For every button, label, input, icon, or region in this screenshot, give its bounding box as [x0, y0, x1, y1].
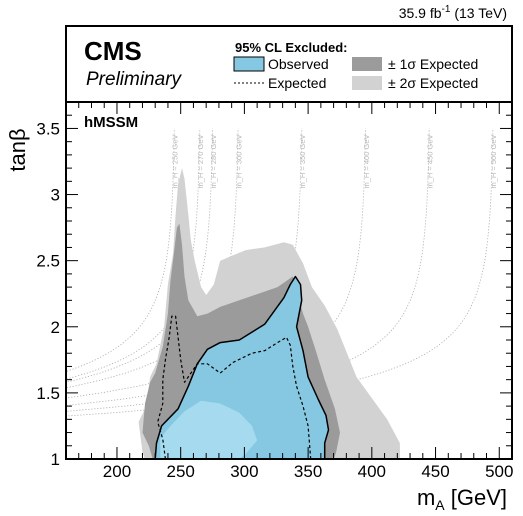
luminosity-exponent: -1 — [442, 4, 451, 15]
experiment-logo: CMS — [84, 36, 142, 66]
observed-limit-line — [154, 275, 330, 459]
x-tick-label: 250 — [166, 462, 194, 481]
expected-limit-line — [157, 315, 312, 459]
y-tick-label: 2 — [51, 318, 60, 337]
y-axis-title: tanβ — [5, 128, 30, 171]
legend-two-sigma-label: ± 2σ Expected — [388, 75, 478, 91]
legend-two-sigma-swatch — [352, 76, 382, 90]
mh-contour-label: m_H = 280 GeV — [209, 135, 218, 189]
x-tick-label: 350 — [294, 462, 322, 481]
mh-contour-label: m_H = 270 GeV — [196, 135, 205, 189]
x-tick-label: 450 — [421, 462, 449, 481]
x-tick-label: 500 — [485, 462, 513, 481]
mh-contour-label: m_H = 400 GeV — [362, 135, 371, 189]
legend-expected-label: Expected — [268, 75, 326, 91]
mh-contour-label: m_H = 350 GeV — [298, 135, 307, 189]
exclusion-bands — [138, 168, 400, 459]
mh-contour-label: m_H = 300 GeV — [234, 135, 243, 189]
x-axis-title: mA [GeV] — [417, 485, 507, 513]
legend-one-sigma-label: ± 1σ Expected — [388, 56, 478, 72]
mh-contour-label: m_H = 250 GeV — [171, 135, 180, 189]
y-tick-label: 1.5 — [36, 384, 60, 403]
observed-exclusion-highlight — [160, 400, 258, 459]
x-tick-label: 400 — [358, 462, 386, 481]
y-tick-label: 3.5 — [36, 119, 60, 138]
mh-contour-label: m_H = 500 GeV — [489, 135, 498, 189]
y-tick-label: 1 — [51, 450, 60, 469]
legend-one-sigma-swatch — [352, 57, 382, 71]
energy-value: (13 TeV) — [454, 5, 507, 21]
x-tick-label: 300 — [230, 462, 258, 481]
y-tick-label: 2.5 — [36, 252, 60, 271]
status-label: Preliminary — [86, 69, 183, 90]
x-tick-label: 200 — [103, 462, 131, 481]
plot-frame — [65, 101, 513, 460]
luminosity-label: 35.9 fb-1 (13 TeV) — [399, 4, 507, 21]
model-label: hMSSM — [84, 114, 138, 131]
legend-observed-label: Observed — [268, 56, 329, 72]
mh-contour-label: m_H = 450 GeV — [426, 135, 435, 189]
mh-contours: m_H = 250 GeV m_H = 270 GeV m_H = 280 GeV m… — [66, 128, 498, 417]
luminosity-value: 35.9 fb — [399, 5, 442, 21]
legend-observed-swatch — [233, 56, 265, 72]
legend-title: 95% CL Excluded: — [235, 40, 347, 55]
y-tick-label: 3 — [51, 186, 60, 205]
